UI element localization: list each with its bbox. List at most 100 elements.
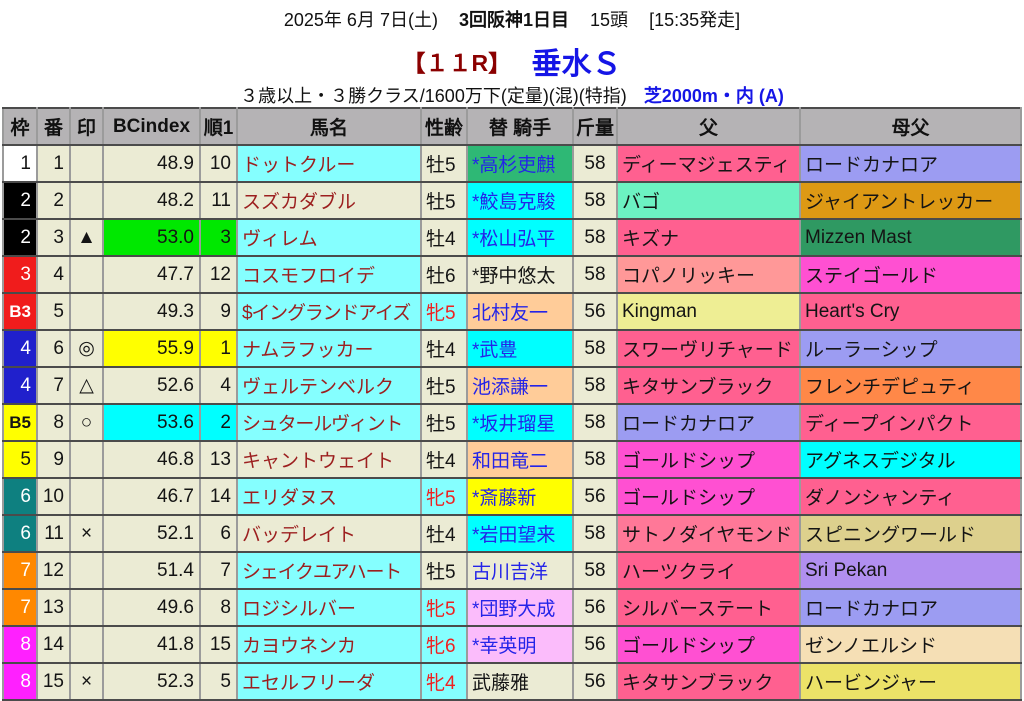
- jockey-cell[interactable]: *鮫島克駿: [466, 181, 574, 220]
- col-header-mark: 印: [69, 107, 104, 146]
- dam-sire-cell: アグネスデジタル: [799, 440, 1022, 479]
- horse-name-cell[interactable]: ドットクルー: [236, 144, 422, 183]
- horse-row: 6 11 × 52.1 6 バッデレイト 牡4 *岩田望来 58 サトノダイヤモンド スピニングワー…: [2, 514, 1022, 553]
- horse-name-cell[interactable]: ナムラフッカー: [236, 329, 422, 368]
- rank-cell: 13: [199, 440, 238, 479]
- rank-cell: 2: [199, 403, 238, 442]
- rank-cell: 8: [199, 588, 238, 627]
- race-meeting: 3回阪神1日目: [458, 10, 569, 30]
- weight-cell: 56: [572, 625, 618, 664]
- sex-age-cell: 牡5: [420, 144, 468, 183]
- sex-age-cell: 牡5: [420, 366, 468, 405]
- weight-cell: 58: [572, 366, 618, 405]
- bcindex-cell: 47.7: [102, 255, 201, 294]
- horse-name-cell[interactable]: バッデレイト: [236, 514, 422, 553]
- sex-age-cell: 牡5: [420, 403, 468, 442]
- mark-cell: ×: [69, 662, 104, 701]
- horse-number-cell: 1: [36, 144, 71, 183]
- jockey-cell[interactable]: *斎藤新: [466, 477, 574, 516]
- sire-cell: ハーツクライ: [616, 551, 801, 590]
- jockey-cell[interactable]: 池添謙一: [466, 366, 574, 405]
- bcindex-cell: 46.8: [102, 440, 201, 479]
- frame-cell: 2: [2, 181, 38, 220]
- horse-name-cell[interactable]: スズカダブル: [236, 181, 422, 220]
- rank-cell: 14: [199, 477, 238, 516]
- jockey-cell[interactable]: *野中悠太: [466, 255, 574, 294]
- dam-sire-cell: ジャイアントレッカー: [799, 181, 1022, 220]
- horse-name-cell[interactable]: ヴェルテンベルク: [236, 366, 422, 405]
- dam-sire-cell: フレンチデピュティ: [799, 366, 1022, 405]
- jockey-cell[interactable]: 武藤雅: [466, 662, 574, 701]
- jockey-cell[interactable]: *幸英明: [466, 625, 574, 664]
- horse-number-cell: 7: [36, 366, 71, 405]
- start-time: [15:35発走]: [649, 10, 741, 30]
- horse-name-cell[interactable]: シュタールヴィント: [236, 403, 422, 442]
- frame-cell: B3: [2, 292, 38, 331]
- horse-number-cell: 5: [36, 292, 71, 331]
- mark-cell: [69, 588, 104, 627]
- jockey-cell[interactable]: *松山弘平: [466, 218, 574, 257]
- rank-cell: 9: [199, 292, 238, 331]
- race-date-line: 2025年 6月 7日(土) 3回阪神1日目 15頭 [15:35発走]: [0, 6, 1024, 32]
- horse-name-cell[interactable]: キャントウェイト: [236, 440, 422, 479]
- horse-name-cell[interactable]: エセルフリーダ: [236, 662, 422, 701]
- sire-cell: Kingman: [616, 292, 801, 331]
- sire-cell: コパノリッキー: [616, 255, 801, 294]
- col-header-sex-age: 性齢: [420, 107, 468, 146]
- horse-name-cell[interactable]: カヨウネンカ: [236, 625, 422, 664]
- jockey-cell[interactable]: 古川吉洋: [466, 551, 574, 590]
- sex-age-cell: 牡4: [420, 218, 468, 257]
- frame-cell: 7: [2, 588, 38, 627]
- dam-sire-cell: Heart's Cry: [799, 292, 1022, 331]
- bcindex-cell: 53.6: [102, 403, 201, 442]
- dam-sire-cell: ハービンジャー: [799, 662, 1022, 701]
- jockey-cell[interactable]: 北村友一: [466, 292, 574, 331]
- horse-number-cell: 15: [36, 662, 71, 701]
- horse-name-cell[interactable]: エリダヌス: [236, 477, 422, 516]
- race-number: 【１１R】: [402, 50, 512, 76]
- mark-cell: [69, 255, 104, 294]
- bcindex-cell: 53.0: [102, 218, 201, 257]
- jockey-cell[interactable]: *団野大成: [466, 588, 574, 627]
- horse-row: 7 12 51.4 7 シェイクユアハート 牡5 古川吉洋 58 ハーツクライ Sri Pekan: [2, 551, 1022, 590]
- horse-row: 7 13 49.6 8 ロジシルバー 牝5 *団野大成 56 シルバーステート ロードカナロア: [2, 588, 1022, 627]
- jockey-cell[interactable]: *高杉吏麒: [466, 144, 574, 183]
- rank-cell: 7: [199, 551, 238, 590]
- horse-name-cell[interactable]: ロジシルバー: [236, 588, 422, 627]
- jockey-cell[interactable]: 和田竜二: [466, 440, 574, 479]
- sire-cell: キタサンブラック: [616, 662, 801, 701]
- sire-cell: ゴールドシップ: [616, 625, 801, 664]
- frame-cell: 5: [2, 440, 38, 479]
- jockey-cell[interactable]: *坂井瑠星: [466, 403, 574, 442]
- weight-cell: 58: [572, 440, 618, 479]
- sire-cell: シルバーステート: [616, 588, 801, 627]
- horse-number-cell: 2: [36, 181, 71, 220]
- horse-name-cell[interactable]: ヴィレム: [236, 218, 422, 257]
- bcindex-cell: 41.8: [102, 625, 201, 664]
- rank-cell: 10: [199, 144, 238, 183]
- horse-name-cell[interactable]: シェイクユアハート: [236, 551, 422, 590]
- sex-age-cell: 牡5: [420, 181, 468, 220]
- head-count: 15頭: [590, 10, 629, 30]
- sex-age-cell: 牡6: [420, 255, 468, 294]
- sire-cell: ゴールドシップ: [616, 440, 801, 479]
- jockey-cell[interactable]: *武豊: [466, 329, 574, 368]
- horse-name-cell[interactable]: コスモフロイデ: [236, 255, 422, 294]
- weight-cell: 58: [572, 403, 618, 442]
- horse-number-cell: 10: [36, 477, 71, 516]
- horse-row: 3 4 47.7 12 コスモフロイデ 牡6 *野中悠太 58 コパノリッキー ステイゴールド: [2, 255, 1022, 294]
- weight-cell: 56: [572, 292, 618, 331]
- mark-cell: [69, 551, 104, 590]
- horse-name-cell[interactable]: $イングランドアイズ: [236, 292, 422, 331]
- col-header-number: 番: [36, 107, 71, 146]
- sex-age-cell: 牡4: [420, 440, 468, 479]
- col-header-rank: 順1: [199, 107, 238, 146]
- rank-cell: 6: [199, 514, 238, 553]
- race-date: 2025年 6月 7日(土): [283, 10, 438, 30]
- rank-cell: 4: [199, 366, 238, 405]
- jockey-cell[interactable]: *岩田望来: [466, 514, 574, 553]
- dam-sire-cell: ステイゴールド: [799, 255, 1022, 294]
- rank-cell: 11: [199, 181, 238, 220]
- rank-cell: 1: [199, 329, 238, 368]
- col-header-frame: 枠: [2, 107, 38, 146]
